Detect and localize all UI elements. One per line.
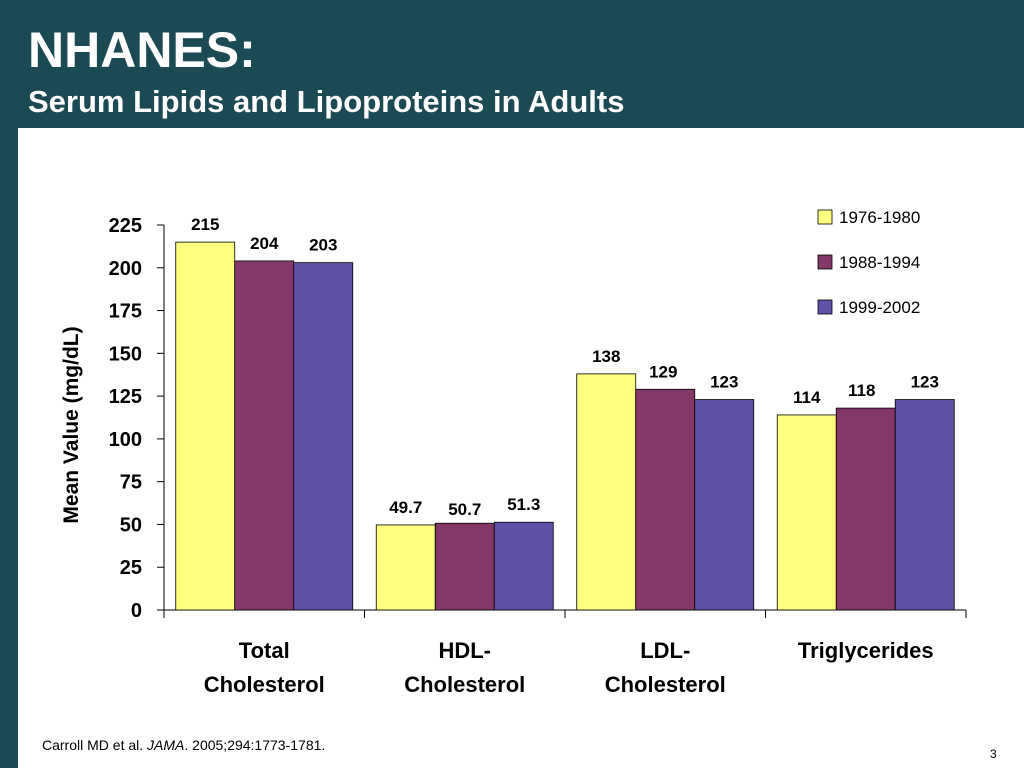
y-tick-label: 0 (131, 600, 142, 622)
legend-swatch (817, 209, 833, 225)
y-tick-label: 75 (120, 472, 142, 494)
citation-journal: JAMA (147, 737, 185, 753)
bar-value-label: 123 (710, 373, 738, 392)
page-number: 3 (990, 747, 997, 761)
y-tick-label: 150 (109, 343, 142, 365)
bar (635, 388, 696, 611)
bar (776, 414, 837, 611)
x-category-label: Cholesterol (404, 672, 525, 697)
x-category-label: LDL- (640, 638, 690, 663)
bar-value-label: 204 (250, 234, 279, 253)
legend-label: 1999-2002 (839, 298, 920, 317)
bar (835, 407, 896, 611)
bar (293, 262, 354, 611)
slide-header: NHANES: Serum Lipids and Lipoproteins in… (0, 0, 1024, 128)
bar-value-label: 138 (592, 347, 620, 366)
bar-value-label: 129 (649, 362, 677, 381)
x-category-label: Triglycerides (798, 638, 934, 663)
bar-value-label: 50.7 (448, 500, 481, 519)
bar (894, 399, 955, 611)
citation-details: . 2005;294:1773-1781. (184, 737, 326, 753)
bar (234, 260, 295, 611)
x-category-label: Cholesterol (605, 672, 726, 697)
bar (175, 241, 236, 611)
citation: Carroll MD et al. JAMA. 2005;294:1773-17… (42, 737, 325, 753)
bar (493, 521, 554, 611)
x-category-label: Total (239, 638, 290, 663)
bar-value-label: 49.7 (389, 498, 422, 517)
bar-value-label: 123 (911, 373, 939, 392)
citation-authors: Carroll MD et al. (42, 737, 148, 753)
bar-value-label: 51.3 (507, 495, 540, 514)
bar-value-label: 215 (191, 215, 219, 234)
y-tick-label: 100 (109, 429, 142, 451)
legend-swatch (817, 299, 833, 315)
bar-value-label: 118 (848, 381, 875, 400)
y-tick-label: 200 (109, 258, 142, 280)
y-axis-title: Mean Value (mg/dL) (60, 326, 83, 523)
y-tick-label: 175 (109, 301, 142, 323)
y-tick-label: 50 (120, 514, 142, 536)
x-category-label: HDL- (438, 638, 491, 663)
slide-title: NHANES: (28, 22, 256, 78)
bar (694, 399, 755, 611)
y-tick-label: 225 (109, 215, 142, 237)
bar-value-label: 114 (793, 388, 821, 407)
y-tick-label: 125 (109, 386, 142, 408)
x-category-label: Cholesterol (204, 672, 325, 697)
bar-value-label: 203 (309, 236, 337, 255)
bar (576, 373, 637, 611)
legend-label: 1988-1994 (839, 253, 920, 272)
bar (434, 522, 495, 611)
y-tick-label: 25 (120, 557, 142, 579)
bar (375, 524, 436, 611)
legend-swatch (817, 254, 833, 270)
slide-subtitle: Serum Lipids and Lipoproteins in Adults (28, 84, 625, 119)
legend-label: 1976-1980 (839, 208, 920, 227)
